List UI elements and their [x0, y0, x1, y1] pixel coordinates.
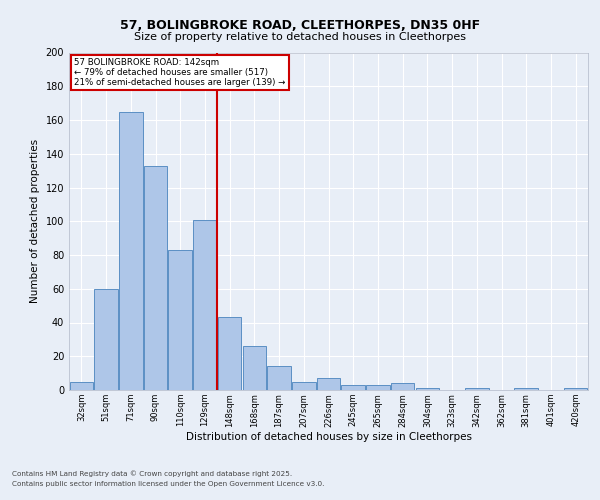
Bar — [218, 318, 241, 390]
Text: Contains HM Land Registry data © Crown copyright and database right 2025.: Contains HM Land Registry data © Crown c… — [12, 470, 292, 477]
Bar — [119, 112, 143, 390]
Bar — [564, 388, 587, 390]
Bar — [169, 250, 192, 390]
Bar — [144, 166, 167, 390]
Bar — [416, 388, 439, 390]
Bar — [366, 385, 389, 390]
Text: 57 BOLINGBROKE ROAD: 142sqm
← 79% of detached houses are smaller (517)
21% of se: 57 BOLINGBROKE ROAD: 142sqm ← 79% of det… — [74, 58, 286, 88]
Bar — [70, 382, 93, 390]
Bar — [268, 366, 291, 390]
Bar — [242, 346, 266, 390]
Text: Size of property relative to detached houses in Cleethorpes: Size of property relative to detached ho… — [134, 32, 466, 42]
Bar — [193, 220, 217, 390]
Bar — [94, 289, 118, 390]
Bar — [317, 378, 340, 390]
Bar — [391, 383, 415, 390]
Bar — [341, 385, 365, 390]
X-axis label: Distribution of detached houses by size in Cleethorpes: Distribution of detached houses by size … — [185, 432, 472, 442]
Bar — [292, 382, 316, 390]
Text: 57, BOLINGBROKE ROAD, CLEETHORPES, DN35 0HF: 57, BOLINGBROKE ROAD, CLEETHORPES, DN35 … — [120, 19, 480, 32]
Text: Contains public sector information licensed under the Open Government Licence v3: Contains public sector information licen… — [12, 481, 325, 487]
Bar — [514, 388, 538, 390]
Y-axis label: Number of detached properties: Number of detached properties — [30, 139, 40, 304]
Bar — [465, 388, 488, 390]
